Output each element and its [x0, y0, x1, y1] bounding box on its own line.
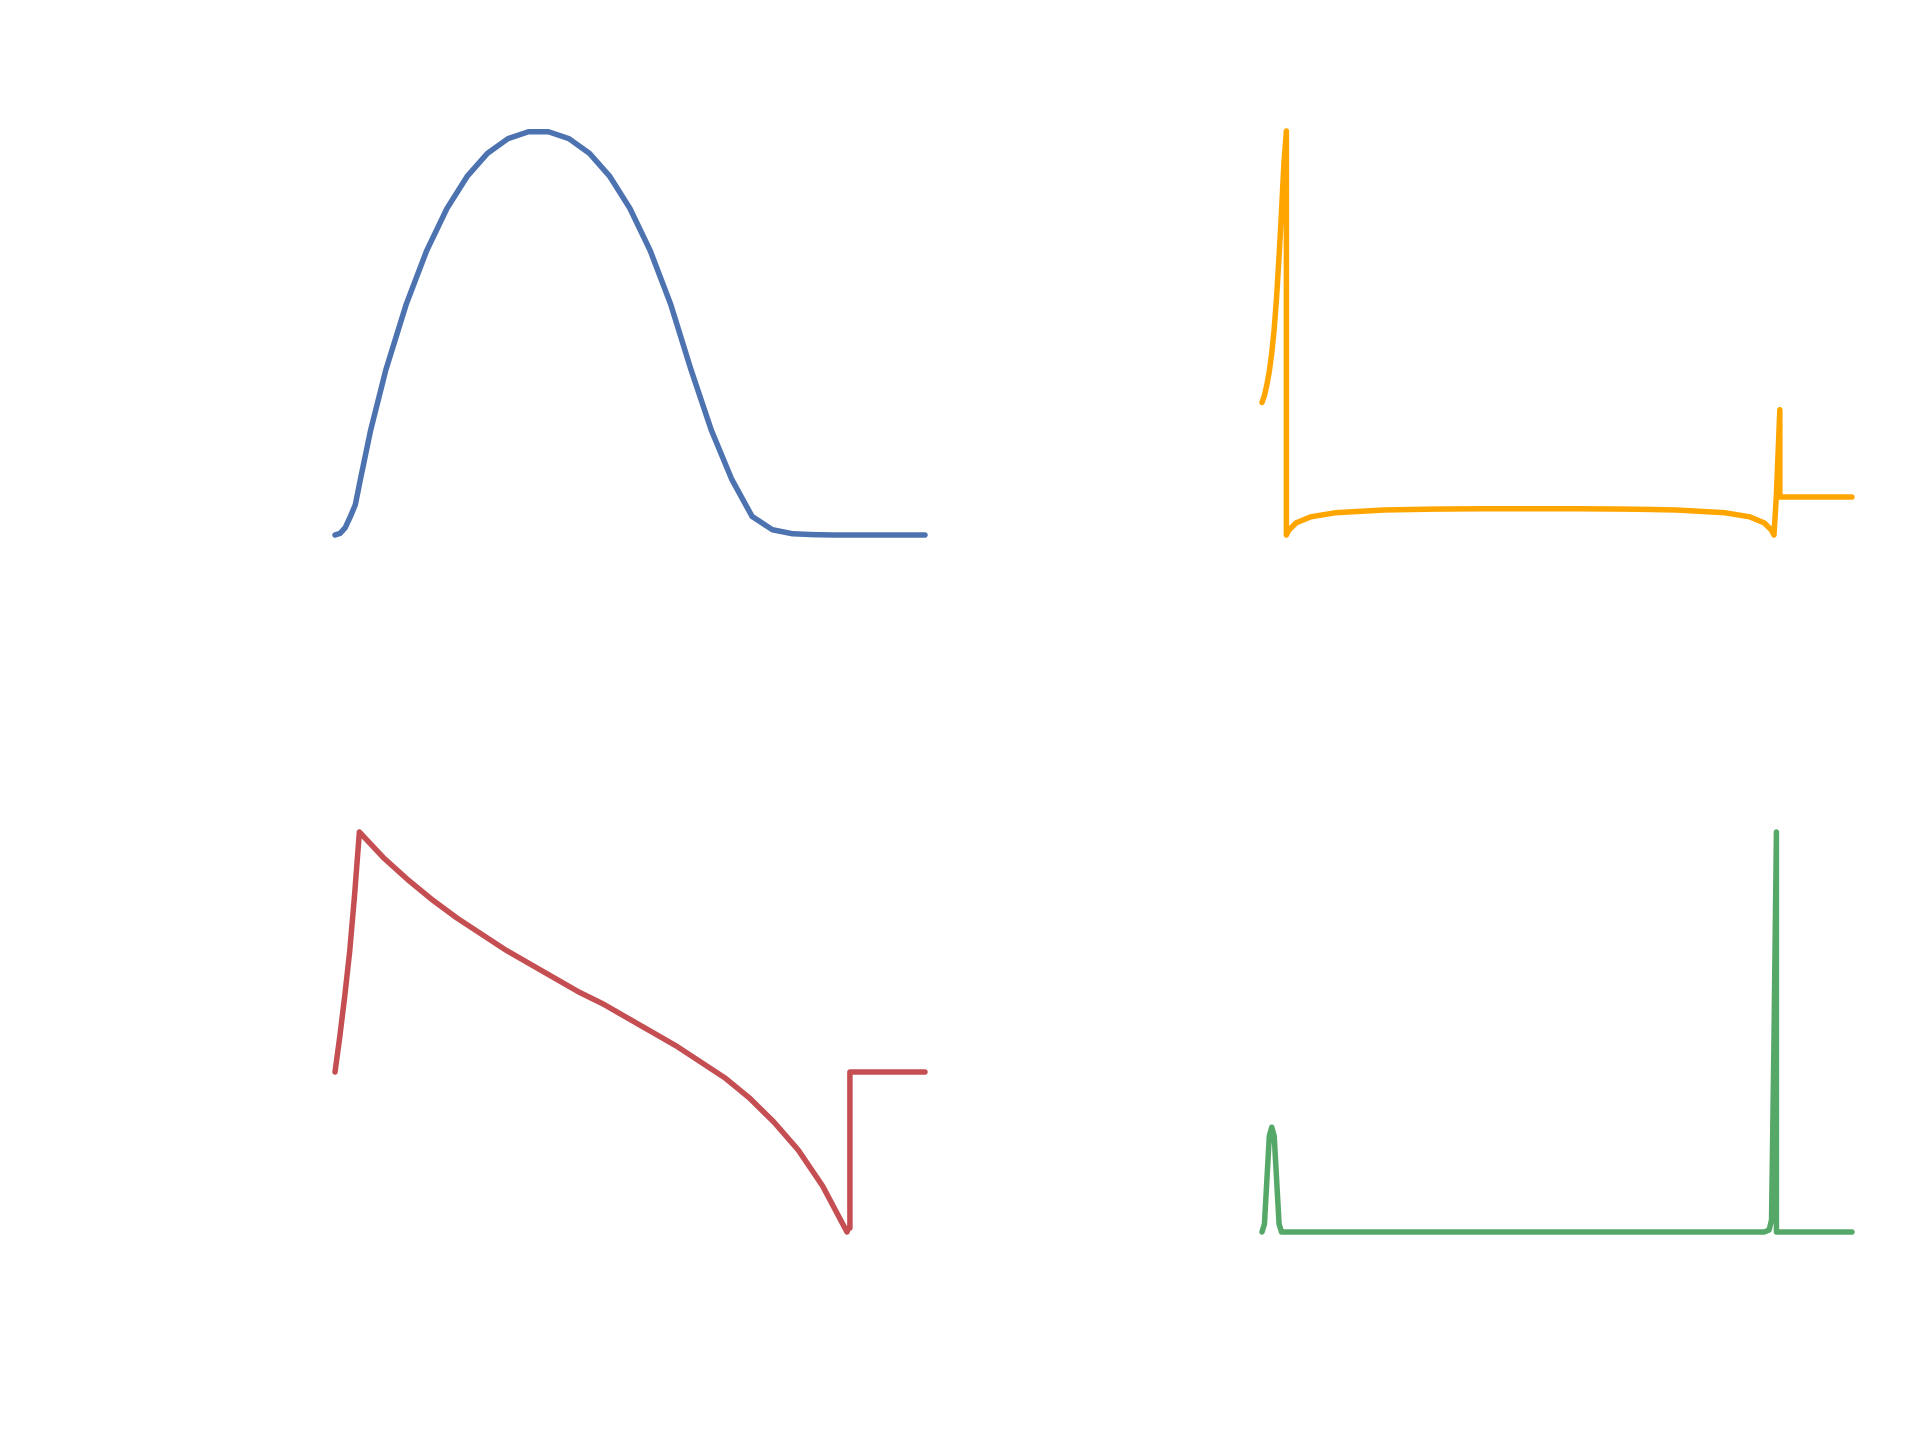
series-line-top-right	[1259, 128, 1855, 538]
panel-top-left	[332, 129, 928, 538]
series-line-bottom-left	[332, 829, 928, 1235]
panel-bottom-left	[332, 829, 928, 1235]
panel-top-right	[1259, 128, 1855, 538]
series-line-top-left	[332, 129, 928, 538]
panel-bottom-right	[1259, 829, 1855, 1235]
series-line-bottom-right	[1259, 829, 1855, 1235]
